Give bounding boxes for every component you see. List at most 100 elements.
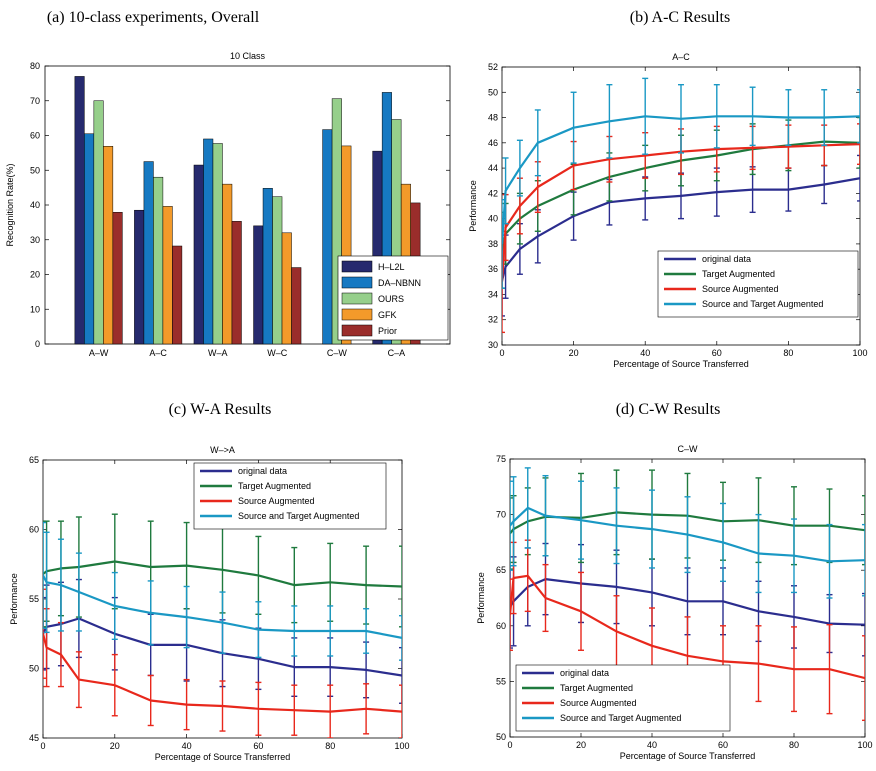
y-tick-label: 65 <box>496 565 506 575</box>
legend-label: GFK <box>378 310 397 320</box>
y-tick-label: 52 <box>488 62 498 72</box>
x-axis-label: Percentage of Source Transferred <box>155 752 291 762</box>
bar <box>291 267 302 345</box>
chart-d-cw-results: C–W 50 55 60 65 70 75 0 20 40 60 80 100 Percentage of… <box>476 444 873 761</box>
x-tick-label: A–C <box>149 348 167 358</box>
legend-label: original data <box>702 254 751 264</box>
bar <box>84 133 95 345</box>
bar <box>134 209 145 345</box>
bar <box>231 221 242 345</box>
bar <box>172 245 183 345</box>
y-tick-label: 50 <box>496 732 506 742</box>
chart-title: A–C <box>672 52 690 62</box>
legend-label: Source Augmented <box>560 698 637 708</box>
x-tick-label: 100 <box>852 348 867 358</box>
y-tick-label: 34 <box>488 289 498 299</box>
y-tick-label: 50 <box>30 165 40 175</box>
x-tick-label: 100 <box>394 741 409 751</box>
y-axis-label: Recognition Rate(%) <box>5 163 15 246</box>
x-tick-label: 40 <box>647 740 657 750</box>
y-tick-label: 75 <box>496 454 506 464</box>
x-tick-label: 0 <box>499 348 504 358</box>
legend-label: Prior <box>378 326 397 336</box>
x-tick-label: C–W <box>327 348 348 358</box>
legend-box <box>657 250 859 318</box>
caption-b: (b) A-C Results <box>630 9 730 26</box>
x-tick-label: 20 <box>110 741 120 751</box>
x-tick-label: C–A <box>388 348 406 358</box>
y-tick-label: 60 <box>29 525 39 535</box>
x-tick-label: 40 <box>640 348 650 358</box>
series-source <box>510 539 865 722</box>
bar <box>112 212 123 345</box>
legend-label: original data <box>238 466 287 476</box>
legend-label: OURS <box>378 294 404 304</box>
x-tick-label: 40 <box>182 741 192 751</box>
y-tick-label: 38 <box>488 239 498 249</box>
y-tick-label: 50 <box>29 664 39 674</box>
y-tick-label: 36 <box>488 264 498 274</box>
x-tick-label: 60 <box>253 741 263 751</box>
bar <box>93 100 104 345</box>
legend-label: Source and Target Augmented <box>238 511 359 521</box>
series-line <box>510 574 865 680</box>
y-tick-label: 60 <box>30 131 40 141</box>
y-axis-label: Performance <box>476 572 486 624</box>
caption-d: (d) C-W Results <box>616 401 721 418</box>
legend-label: Source and Target Augmented <box>702 299 823 309</box>
legend-label: Source Augmented <box>702 284 779 294</box>
legend-label: Target Augmented <box>238 481 311 491</box>
legend-label: Source and Target Augmented <box>560 713 681 723</box>
y-tick-label: 45 <box>29 733 39 743</box>
bar <box>341 145 352 345</box>
x-tick-label: 0 <box>40 741 45 751</box>
series-line <box>510 506 865 563</box>
legend-label: Target Augmented <box>702 269 775 279</box>
bar <box>253 225 264 345</box>
chart-title: W–>A <box>210 445 235 455</box>
x-tick-label: 20 <box>576 740 586 750</box>
y-tick-label: 55 <box>29 594 39 604</box>
chart-title: 10 Class <box>230 51 266 61</box>
y-tick-label: 0 <box>35 339 40 349</box>
bar <box>193 164 204 345</box>
bar <box>281 232 292 345</box>
bar <box>203 138 214 345</box>
x-tick-label: 100 <box>857 740 872 750</box>
y-tick-label: 40 <box>30 200 40 210</box>
bar <box>143 161 154 345</box>
legend-box <box>515 664 731 732</box>
caption-a: (a) 10-class experiments, Overall <box>47 9 260 26</box>
legend-label: DA–NBNN <box>378 278 421 288</box>
y-tick-label: 40 <box>488 214 498 224</box>
caption-c: (c) W-A Results <box>169 401 272 418</box>
bar <box>162 206 173 345</box>
series-both <box>43 521 402 661</box>
y-axis-label: Performance <box>468 180 478 232</box>
bar <box>272 196 283 345</box>
x-tick-label: 80 <box>789 740 799 750</box>
y-tick-label: 80 <box>30 61 40 71</box>
y-tick-label: 48 <box>488 113 498 123</box>
legend-swatch <box>341 308 373 321</box>
bar <box>103 146 114 345</box>
y-tick-label: 42 <box>488 188 498 198</box>
x-tick-label: 80 <box>783 348 793 358</box>
legend-box <box>193 462 387 530</box>
y-tick-label: 20 <box>30 270 40 280</box>
bar <box>322 129 333 345</box>
chart-title: C–W <box>678 444 699 454</box>
series-both <box>502 77 860 289</box>
bar <box>74 76 85 345</box>
legend-swatch <box>341 276 373 289</box>
bar <box>222 183 233 345</box>
chart-c-wa-results: W–>A 45 50 55 60 65 0 20 40 60 80 100 Percentage of … <box>9 445 410 762</box>
y-axis-label: Performance <box>9 573 19 625</box>
legend-swatch <box>341 260 373 273</box>
bar <box>262 188 273 345</box>
plot-area <box>510 467 865 722</box>
y-tick-label: 70 <box>30 96 40 106</box>
x-axis-label: Percentage of Source Transferred <box>613 359 749 369</box>
y-tick-label: 44 <box>488 163 498 173</box>
legend-label: H–L2L <box>378 262 405 272</box>
